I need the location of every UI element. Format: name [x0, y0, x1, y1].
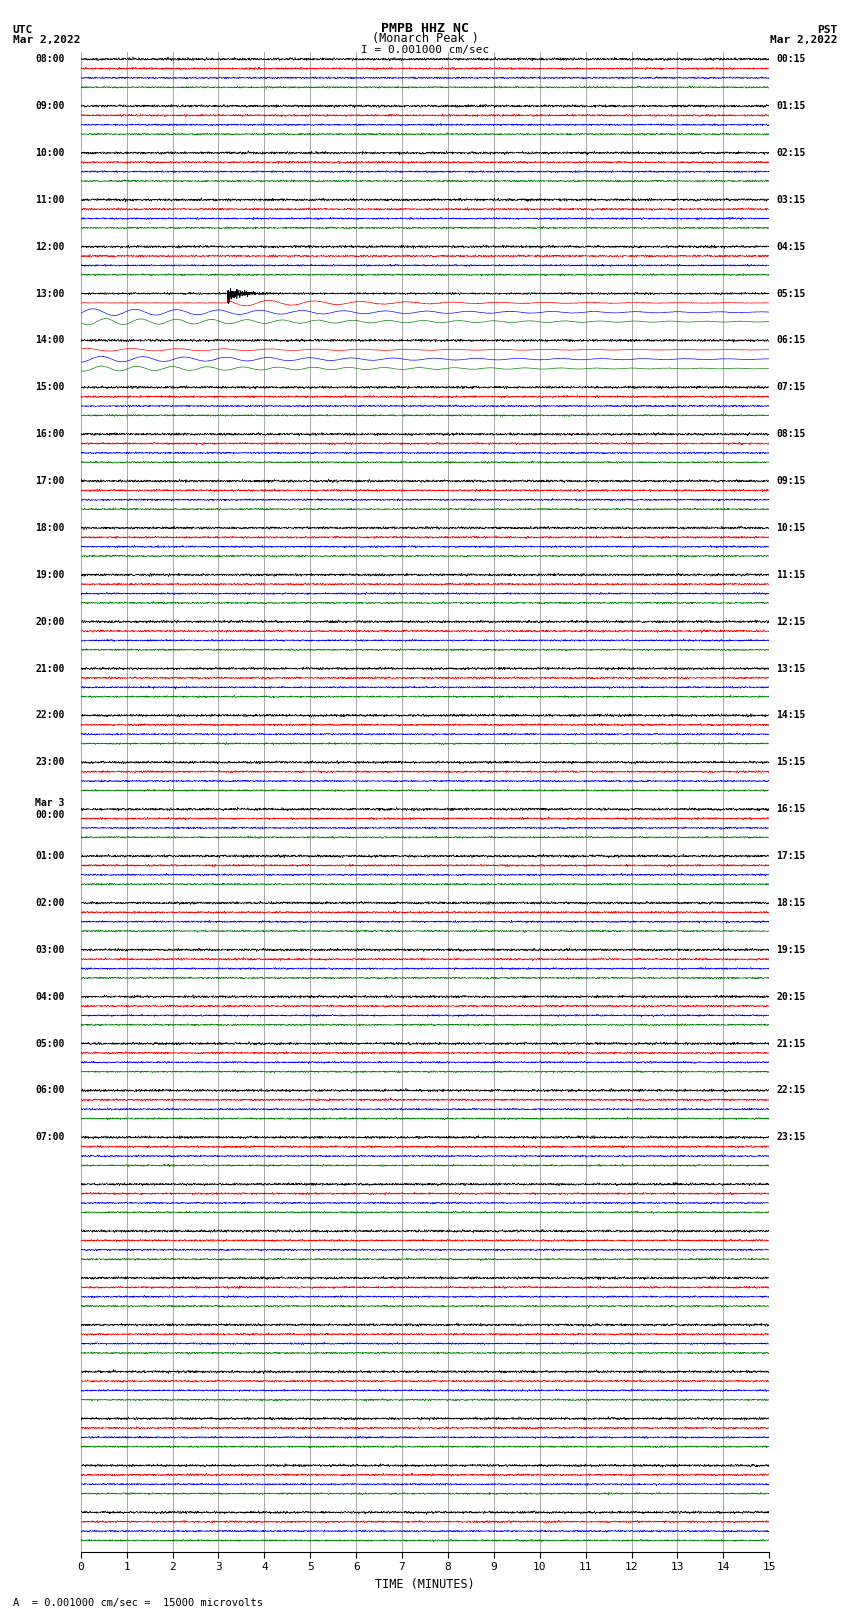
Text: I = 0.001000 cm/sec: I = 0.001000 cm/sec	[361, 45, 489, 55]
Text: 08:00: 08:00	[36, 55, 65, 65]
Text: 17:15: 17:15	[776, 852, 806, 861]
Text: 06:00: 06:00	[36, 1086, 65, 1095]
Text: 01:15: 01:15	[776, 102, 806, 111]
Text: Mar 2,2022: Mar 2,2022	[13, 35, 80, 45]
Text: 19:00: 19:00	[36, 569, 65, 579]
Text: 23:15: 23:15	[776, 1132, 806, 1142]
Text: 15:00: 15:00	[36, 382, 65, 392]
Text: 00:15: 00:15	[776, 55, 806, 65]
Text: 14:00: 14:00	[36, 336, 65, 345]
Text: 14:15: 14:15	[776, 710, 806, 721]
Text: PMPB HHZ NC: PMPB HHZ NC	[381, 23, 469, 35]
Text: 18:00: 18:00	[36, 523, 65, 532]
Text: (Monarch Peak ): (Monarch Peak )	[371, 32, 479, 45]
X-axis label: TIME (MINUTES): TIME (MINUTES)	[375, 1578, 475, 1590]
Text: 17:00: 17:00	[36, 476, 65, 486]
Text: 01:00: 01:00	[36, 852, 65, 861]
Text: 18:15: 18:15	[776, 898, 806, 908]
Text: 23:00: 23:00	[36, 756, 65, 768]
Text: 07:15: 07:15	[776, 382, 806, 392]
Text: 05:00: 05:00	[36, 1039, 65, 1048]
Text: UTC: UTC	[13, 26, 33, 35]
Text: 22:15: 22:15	[776, 1086, 806, 1095]
Text: 21:15: 21:15	[776, 1039, 806, 1048]
Text: 10:15: 10:15	[776, 523, 806, 532]
Text: 15:15: 15:15	[776, 756, 806, 768]
Text: 20:00: 20:00	[36, 616, 65, 626]
Text: 13:00: 13:00	[36, 289, 65, 298]
Text: 03:15: 03:15	[776, 195, 806, 205]
Text: 09:15: 09:15	[776, 476, 806, 486]
Text: A  = 0.001000 cm/sec =  15000 microvolts: A = 0.001000 cm/sec = 15000 microvolts	[13, 1598, 263, 1608]
Text: 09:00: 09:00	[36, 102, 65, 111]
Text: 19:15: 19:15	[776, 945, 806, 955]
Text: 16:15: 16:15	[776, 805, 806, 815]
Text: Mar 3
00:00: Mar 3 00:00	[36, 798, 65, 819]
Text: 03:00: 03:00	[36, 945, 65, 955]
Text: Mar 2,2022: Mar 2,2022	[770, 35, 837, 45]
Text: 22:00: 22:00	[36, 710, 65, 721]
Text: 13:15: 13:15	[776, 663, 806, 674]
Text: 20:15: 20:15	[776, 992, 806, 1002]
Text: 16:00: 16:00	[36, 429, 65, 439]
Text: 02:15: 02:15	[776, 148, 806, 158]
Text: 04:00: 04:00	[36, 992, 65, 1002]
Text: 12:15: 12:15	[776, 616, 806, 626]
Text: 21:00: 21:00	[36, 663, 65, 674]
Text: 07:00: 07:00	[36, 1132, 65, 1142]
Text: 11:00: 11:00	[36, 195, 65, 205]
Text: 04:15: 04:15	[776, 242, 806, 252]
Text: 12:00: 12:00	[36, 242, 65, 252]
Text: 06:15: 06:15	[776, 336, 806, 345]
Text: 05:15: 05:15	[776, 289, 806, 298]
Text: 11:15: 11:15	[776, 569, 806, 579]
Text: 08:15: 08:15	[776, 429, 806, 439]
Text: 10:00: 10:00	[36, 148, 65, 158]
Text: 02:00: 02:00	[36, 898, 65, 908]
Text: PST: PST	[817, 26, 837, 35]
